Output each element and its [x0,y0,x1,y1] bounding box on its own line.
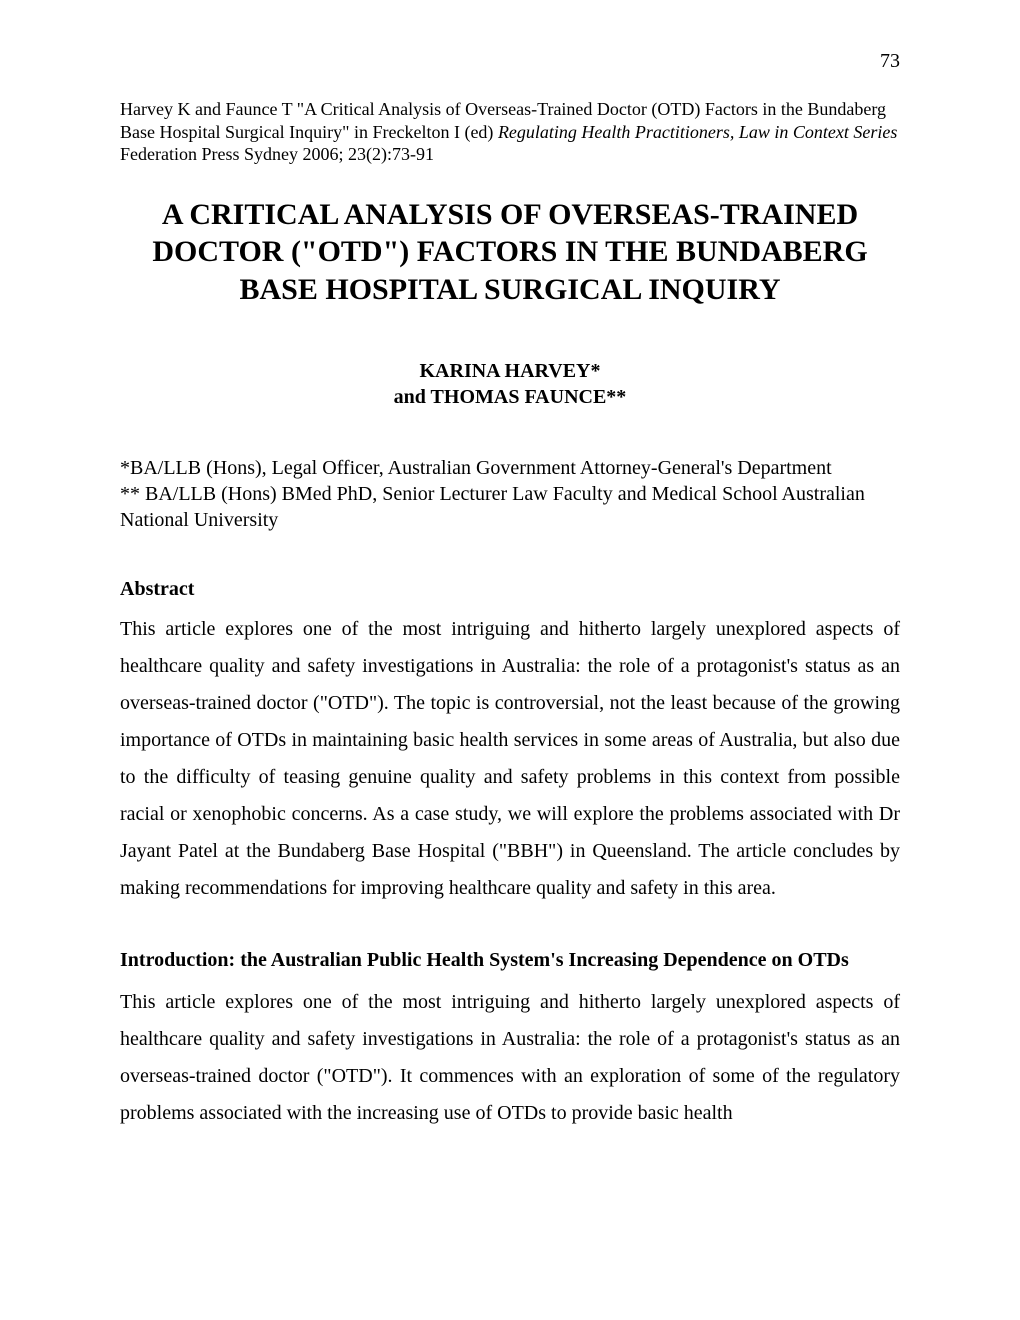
affiliations-block: *BA/LLB (Hons), Legal Officer, Australia… [120,455,900,533]
citation-suffix: Federation Press Sydney 2006; 23(2):73-9… [120,144,434,164]
introduction-body: This article explores one of the most in… [120,984,900,1132]
authors-block: KARINA HARVEY* and THOMAS FAUNCE** [120,358,900,410]
affiliation-2: ** BA/LLB (Hons) BMed PhD, Senior Lectur… [120,481,900,533]
page-container: 73 Harvey K and Faunce T "A Critical Ana… [0,0,1020,1182]
main-title: A CRITICAL ANALYSIS OF OVERSEAS-TRAINED … [120,196,900,309]
introduction-heading: Introduction: the Australian Public Heal… [120,942,900,979]
author-line-2: and THOMAS FAUNCE** [120,384,900,410]
abstract-heading: Abstract [120,578,900,601]
affiliation-1: *BA/LLB (Hons), Legal Officer, Australia… [120,455,900,481]
citation-block: Harvey K and Faunce T "A Critical Analys… [120,98,900,166]
abstract-body: This article explores one of the most in… [120,611,900,907]
author-line-1: KARINA HARVEY* [120,358,900,384]
citation-italic-title: Regulating Health Practitioners, Law in … [498,122,897,142]
page-number: 73 [120,50,900,73]
